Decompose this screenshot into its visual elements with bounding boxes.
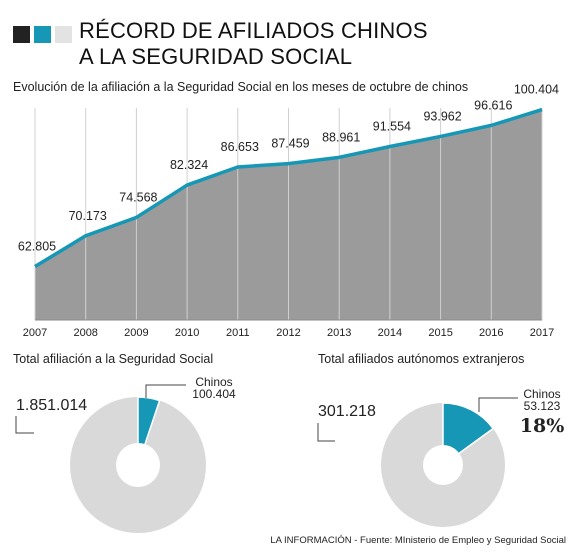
pie-hole [423, 445, 463, 485]
x-tick-label: 2011 [226, 327, 250, 339]
pie-chinos-name: Chinos [195, 375, 232, 389]
x-tick-label: 2016 [479, 327, 503, 339]
pie-chinos-value: 100.404 [192, 387, 236, 401]
pie-rest-label: 301.218 [318, 403, 376, 420]
pie-chinos-name: Chinos [523, 387, 560, 401]
x-tick-label: 2009 [124, 327, 148, 339]
page-title: RÉCORD DE AFILIADOS CHINOS A LA SEGURIDA… [79, 18, 428, 70]
x-tick-label: 2010 [175, 327, 199, 339]
pie-rest-leader [317, 423, 335, 442]
data-label: 91.554 [373, 120, 411, 134]
title-line-2: A LA SEGURIDAD SOCIAL [79, 44, 353, 69]
data-label: 96.616 [474, 98, 512, 112]
pie-chinos-value: 53.123 [524, 399, 561, 413]
pie-rest-leader [15, 416, 34, 434]
data-label: 86.653 [221, 140, 259, 154]
data-label: 87.459 [271, 137, 309, 151]
data-label: 70.173 [69, 209, 107, 223]
source-credit: LA INFORMACIÓN - Fuente: MInisterio de E… [270, 535, 566, 546]
pie-2-title: Total afiliados autónomos extranjeros [318, 352, 525, 366]
pie-rest-label: 1.851.014 [16, 397, 87, 414]
square-teal [34, 26, 51, 43]
data-label: 82.324 [170, 158, 208, 172]
square-light [55, 26, 72, 43]
x-tick-label: 2008 [73, 327, 97, 339]
area-chart-title: Evolución de la afiliación a la Segurida… [13, 80, 469, 94]
title-line-1: RÉCORD DE AFILIADOS CHINOS [79, 18, 428, 43]
data-label: 74.568 [119, 190, 157, 204]
data-label: 88.961 [322, 130, 360, 144]
x-tick-label: 2013 [327, 327, 351, 339]
pie-chinos-leader [478, 397, 518, 412]
series-line [34, 107, 543, 269]
header-squares [13, 26, 72, 43]
pie-chinos-percent: 18% [520, 415, 565, 437]
area-chart: 62.805 70.173 74.568 82.324 86.653 87.459 88.9… [18, 83, 559, 339]
pie-chinos-leader [145, 384, 186, 398]
pie-hole [116, 443, 160, 487]
data-label: 100.404 [514, 83, 559, 97]
data-label: 93.962 [423, 109, 461, 123]
square-dark [13, 26, 30, 43]
x-tick-label: 2012 [276, 327, 300, 339]
data-label: 62.805 [18, 240, 56, 254]
x-tick-label: 2017 [530, 327, 554, 339]
pie-1-title: Total afiliación a la Seguridad Social [13, 352, 214, 366]
x-tick-label: 2015 [428, 327, 452, 339]
x-tick-label: 2014 [378, 327, 402, 339]
x-tick-label: 2007 [23, 327, 47, 339]
